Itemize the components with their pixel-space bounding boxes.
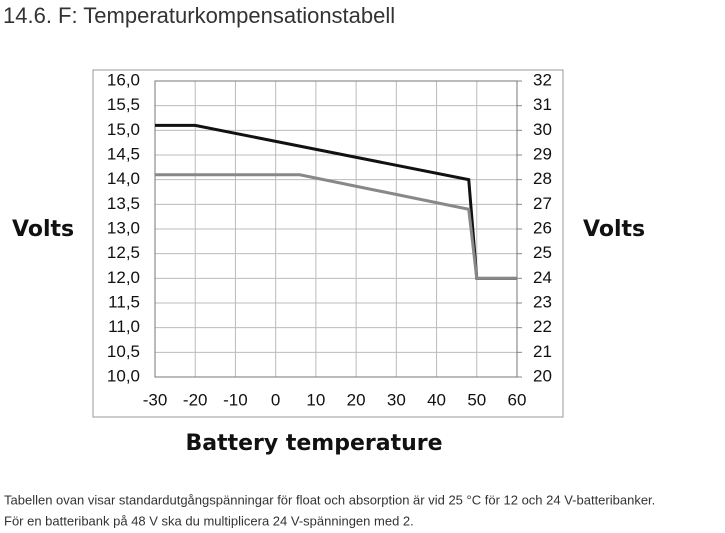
heading: 14.6. F: Temperaturkompensationstabell xyxy=(3,3,395,28)
y-tick-label: 12,5 xyxy=(107,243,140,262)
x-tick-label: -20 xyxy=(183,390,208,409)
footnote: För en batteribank på 48 V ska du multip… xyxy=(4,513,414,528)
y-tick-label: 14,0 xyxy=(107,169,140,188)
y-tick-label: 15,0 xyxy=(107,120,140,139)
y-tick-label: 12,0 xyxy=(107,268,140,287)
y2-tick-label: 27 xyxy=(533,194,552,213)
x-axis-label: Battery temperature xyxy=(185,431,442,456)
y2-tick-label: 23 xyxy=(533,292,552,311)
y-tick-label: 11,0 xyxy=(108,317,140,336)
y-tick-label: 13,5 xyxy=(107,194,140,213)
series-line xyxy=(155,173,517,280)
y-tick-label: 14,5 xyxy=(107,144,140,163)
y-tick-label: 16,0 xyxy=(107,70,140,89)
y2-tick-label: 25 xyxy=(533,243,552,262)
y2-tick-label: 26 xyxy=(533,218,552,237)
y2-tick-label: 32 xyxy=(533,70,552,89)
y2-tick-label: 24 xyxy=(533,268,552,287)
x-tick-label: -10 xyxy=(223,390,248,409)
y2-tick-label: 22 xyxy=(533,317,552,336)
x-tick-label: 20 xyxy=(347,390,366,409)
series-line xyxy=(155,123,517,280)
y2-axis-label: Volts xyxy=(583,217,645,242)
x-tick-label: -30 xyxy=(143,390,168,409)
y-tick-label: 13,0 xyxy=(107,218,140,237)
y-axis-label: Volts xyxy=(12,217,74,242)
y2-tick-label: 31 xyxy=(533,95,552,114)
chart-frame xyxy=(92,69,564,418)
y2-tick-label: 20 xyxy=(533,366,552,385)
y2-tick-label: 29 xyxy=(533,144,552,163)
x-tick-label: 10 xyxy=(306,390,325,409)
y2-tick-label: 21 xyxy=(533,342,552,361)
footnote: Tabellen ovan visar standardutgångspänni… xyxy=(4,492,655,507)
x-tick-label: 40 xyxy=(427,390,446,409)
x-tick-label: 60 xyxy=(508,390,527,409)
y2-tick-label: 30 xyxy=(533,120,552,139)
y-tick-label: 15,5 xyxy=(107,95,140,114)
x-tick-label: 30 xyxy=(387,390,406,409)
y-tick-label: 10,5 xyxy=(107,342,140,361)
plot-area xyxy=(154,80,518,378)
x-tick-label: 50 xyxy=(467,390,486,409)
y-tick-label: 10,0 xyxy=(107,366,140,385)
y-tick-label: 11,5 xyxy=(108,292,140,311)
y2-tick-label: 28 xyxy=(533,169,552,188)
x-tick-label: 0 xyxy=(271,390,280,409)
